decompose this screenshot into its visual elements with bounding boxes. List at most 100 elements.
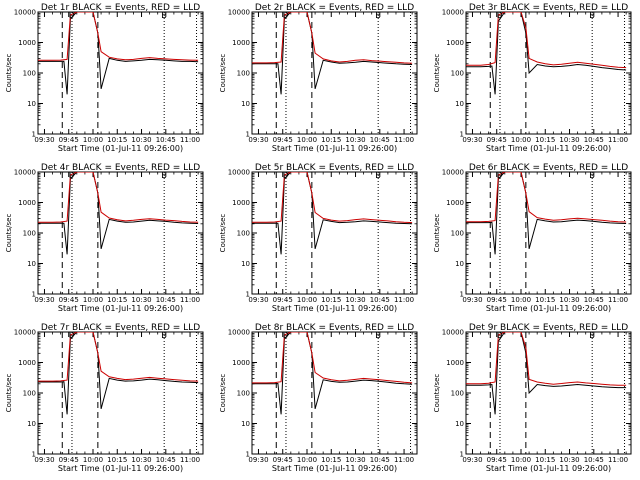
marker-e: E bbox=[161, 11, 166, 21]
y-tick-label: 10000 bbox=[442, 9, 464, 17]
y-tick-label: 1000 bbox=[446, 359, 464, 367]
panel-6: Det 6r BLACK = Events, RED = LLD 1 10 100 10… bbox=[433, 163, 632, 313]
marker-e: E bbox=[589, 171, 594, 181]
y-tick-label: 1 bbox=[32, 131, 36, 139]
panel-title: Det 1r BLACK = Events, RED = LLD bbox=[41, 3, 200, 13]
y-tick-label: 10 bbox=[455, 420, 464, 428]
panel-5: Det 5r BLACK = Events, RED = LLD 1 10 100 10… bbox=[219, 163, 418, 313]
y-tick-label: 1000 bbox=[232, 39, 250, 47]
x-tick-label: 09:45 bbox=[59, 456, 79, 464]
x-axis-label: Start Time (01-Jul-11 09:26:00) bbox=[486, 464, 611, 473]
marker-e: E bbox=[589, 331, 594, 341]
y-tick-label: 1000 bbox=[446, 39, 464, 47]
x-tick-label: 09:30 bbox=[34, 456, 54, 464]
x-tick-label: 11:00 bbox=[394, 456, 414, 464]
panel-title: Det 9r BLACK = Events, RED = LLD bbox=[469, 323, 628, 333]
panel-1: Det 1r BLACK = Events, RED = LLD 1 10 100 10… bbox=[5, 3, 204, 153]
y-tick-label: 10000 bbox=[228, 329, 250, 337]
marker-d: D bbox=[497, 11, 502, 21]
x-tick-label: 09:30 bbox=[248, 296, 268, 304]
marker-d: D bbox=[69, 171, 74, 181]
y-tick-label: 10 bbox=[27, 420, 36, 428]
x-tick-label: 10:00 bbox=[511, 136, 531, 144]
x-tick-label: 10:00 bbox=[83, 296, 103, 304]
marker-d: D bbox=[69, 331, 74, 341]
series-lld bbox=[252, 12, 413, 64]
x-axis-label: Start Time (01-Jul-11 09:26:00) bbox=[58, 144, 183, 153]
y-tick-label: 100 bbox=[237, 70, 250, 78]
y-tick-label: 100 bbox=[451, 70, 464, 78]
y-tick-label: 1 bbox=[460, 291, 464, 299]
x-tick-label: 09:45 bbox=[273, 456, 293, 464]
panel-4: Det 4r BLACK = Events, RED = LLD 1 10 100 10… bbox=[5, 163, 204, 313]
x-tick-label: 10:45 bbox=[156, 456, 176, 464]
panel-2: Det 2r BLACK = Events, RED = LLD 1 10 100 10… bbox=[219, 3, 418, 153]
y-tick-label: 100 bbox=[23, 230, 36, 238]
y-tick-label: 1 bbox=[246, 291, 250, 299]
y-tick-label: 1 bbox=[246, 131, 250, 139]
x-tick-label: 10:30 bbox=[345, 296, 365, 304]
marker-e: E bbox=[375, 11, 380, 21]
x-tick-label: 09:30 bbox=[462, 456, 482, 464]
y-tick-label: 10 bbox=[27, 260, 36, 268]
panel-title: Det 7r BLACK = Events, RED = LLD bbox=[41, 323, 200, 333]
marker-e: E bbox=[375, 331, 380, 341]
marker-e: E bbox=[161, 331, 166, 341]
y-tick-label: 10000 bbox=[14, 9, 36, 17]
x-axis-label: Start Time (01-Jul-11 09:26:00) bbox=[272, 304, 397, 313]
x-tick-label: 11:00 bbox=[180, 296, 200, 304]
x-tick-label: 10:45 bbox=[370, 136, 390, 144]
x-tick-label: 10:15 bbox=[535, 456, 555, 464]
x-tick-label: 10:45 bbox=[584, 456, 604, 464]
panel-title: Det 8r BLACK = Events, RED = LLD bbox=[255, 323, 414, 333]
panel-9: Det 9r BLACK = Events, RED = LLD 1 10 100 10… bbox=[433, 323, 632, 473]
x-tick-label: 10:30 bbox=[131, 136, 151, 144]
y-axis-label: Counts/sec bbox=[5, 214, 13, 253]
y-tick-label: 10 bbox=[241, 260, 250, 268]
y-tick-label: 1 bbox=[246, 451, 250, 459]
x-tick-label: 09:30 bbox=[462, 136, 482, 144]
series-lld bbox=[38, 332, 199, 382]
series-events bbox=[252, 332, 413, 415]
y-tick-label: 10000 bbox=[14, 329, 36, 337]
y-tick-label: 1 bbox=[460, 451, 464, 459]
series-events bbox=[38, 172, 199, 255]
y-tick-label: 1000 bbox=[232, 359, 250, 367]
marker-d: D bbox=[69, 11, 74, 21]
marker-d: D bbox=[497, 331, 502, 341]
x-tick-label: 10:15 bbox=[107, 136, 127, 144]
x-tick-label: 11:00 bbox=[394, 136, 414, 144]
x-tick-label: 10:00 bbox=[83, 136, 103, 144]
y-tick-label: 1000 bbox=[446, 199, 464, 207]
x-tick-label: 10:30 bbox=[131, 456, 151, 464]
y-tick-label: 10 bbox=[241, 420, 250, 428]
y-axis-label: Counts/sec bbox=[433, 54, 441, 93]
x-tick-label: 09:30 bbox=[462, 296, 482, 304]
x-tick-label: 10:15 bbox=[535, 136, 555, 144]
y-tick-label: 1 bbox=[460, 131, 464, 139]
y-tick-label: 100 bbox=[237, 230, 250, 238]
series-lld bbox=[38, 12, 199, 61]
marker-d: D bbox=[283, 11, 288, 21]
x-axis-label: Start Time (01-Jul-11 09:26:00) bbox=[486, 144, 611, 153]
x-axis-label: Start Time (01-Jul-11 09:26:00) bbox=[58, 304, 183, 313]
y-tick-label: 1 bbox=[32, 451, 36, 459]
x-tick-label: 10:00 bbox=[511, 456, 531, 464]
x-tick-label: 09:45 bbox=[487, 296, 507, 304]
y-tick-label: 100 bbox=[451, 390, 464, 398]
x-tick-label: 09:45 bbox=[273, 296, 293, 304]
series-events bbox=[38, 12, 199, 95]
panel-title: Det 3r BLACK = Events, RED = LLD bbox=[469, 3, 628, 13]
x-tick-label: 10:30 bbox=[559, 136, 579, 144]
y-tick-label: 100 bbox=[451, 230, 464, 238]
x-tick-label: 10:30 bbox=[559, 296, 579, 304]
x-tick-label: 09:45 bbox=[487, 456, 507, 464]
series-lld bbox=[466, 172, 627, 223]
y-axis-label: Counts/sec bbox=[5, 374, 13, 413]
x-tick-label: 09:30 bbox=[34, 296, 54, 304]
y-axis-label: Counts/sec bbox=[219, 374, 227, 413]
y-tick-label: 1 bbox=[32, 291, 36, 299]
x-tick-label: 10:15 bbox=[107, 456, 127, 464]
x-tick-label: 10:15 bbox=[321, 296, 341, 304]
